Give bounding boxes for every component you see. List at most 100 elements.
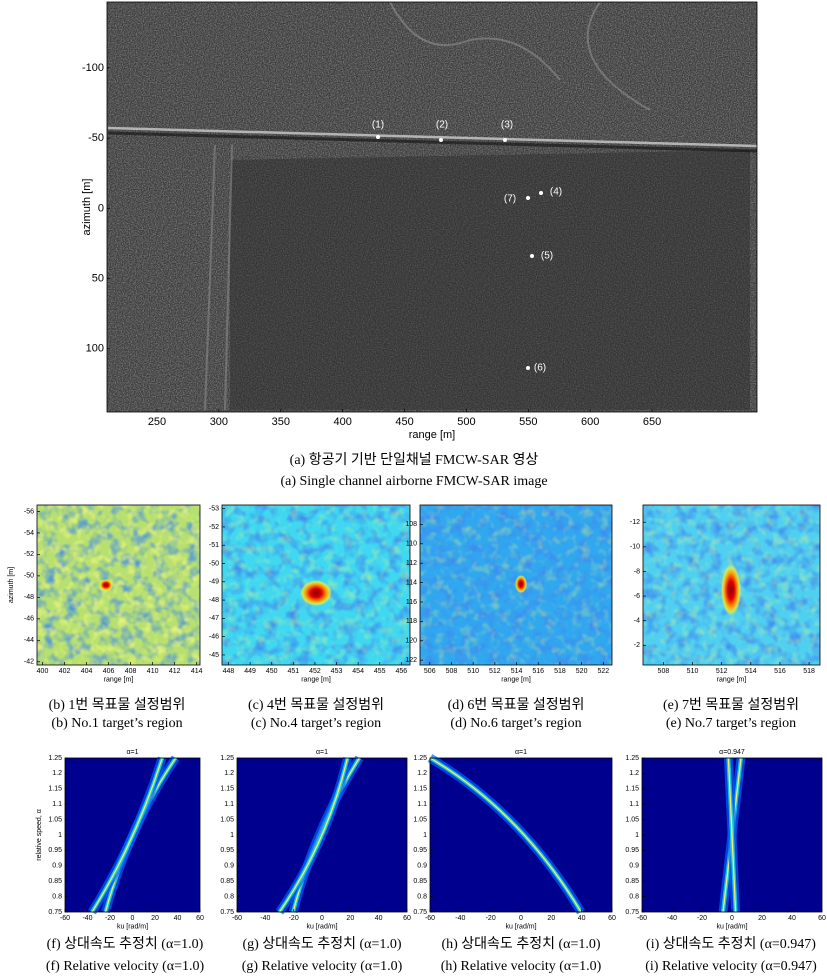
y-tick-label: -52 — [24, 551, 34, 558]
y-tick-label: 122 — [405, 657, 417, 664]
y-tick-label: 1.25 — [413, 755, 427, 762]
x-tick-label: 0 — [320, 915, 324, 922]
x-tick-label: 600 — [581, 416, 599, 428]
x-axis-label: range [m] — [409, 429, 455, 441]
plot-frame — [36, 504, 201, 666]
plot-title: α=1 — [316, 749, 328, 756]
x-tick-label: 60 — [818, 915, 826, 922]
y-tick-label: 114 — [406, 579, 417, 586]
x-tick-label: -20 — [105, 915, 115, 922]
y-tick-label: -49 — [209, 579, 219, 586]
y-tick-label: 1.1 — [224, 801, 234, 808]
y-tick-label: 1 — [58, 832, 62, 839]
x-tick-label: 60 — [403, 915, 411, 922]
x-tick-label: 512 — [716, 668, 728, 675]
x-tick-label: 500 — [457, 416, 475, 428]
caption-korean: (g) 상대속도 추정치 (α=1.0) — [242, 936, 401, 952]
caption-english: (h) Relative velocity (α=1.0) — [441, 959, 602, 974]
curve-core — [91, 757, 163, 913]
caption-korean: (h) 상대속도 추정치 (α=1.0) — [441, 936, 600, 952]
target-spot — [530, 254, 534, 258]
y-tick-label: 0.8 — [417, 893, 427, 900]
y-tick-label: 0.95 — [48, 847, 62, 854]
y-tick-label: 1.2 — [52, 770, 62, 777]
y-tick-label: 0.95 — [625, 847, 639, 854]
y-axis-label: relative speed, α — [36, 809, 43, 861]
ridge — [389, 1, 651, 111]
caption-korean: (d) 6번 목표물 설정범위 — [448, 697, 585, 713]
y-axis-label: azimuth [m] — [8, 567, 15, 603]
caption-english: (c) No.4 target’s region — [251, 716, 381, 731]
x-tick-label: 514 — [511, 668, 523, 675]
y-tick-label: 0.85 — [48, 878, 62, 885]
y-tick-label: 0.8 — [629, 893, 639, 900]
x-tick-label: 402 — [59, 668, 71, 675]
caption-english: (g) Relative velocity (α=1.0) — [242, 959, 403, 974]
x-tick-label: 250 — [148, 416, 166, 428]
x-tick-label: 454 — [352, 668, 364, 675]
plot-frame — [642, 504, 821, 666]
x-axis-label: range [m] — [104, 677, 134, 684]
target-label: (7) — [504, 194, 516, 205]
y-tick-label: 1.25 — [220, 755, 234, 762]
y-axis-label: azimuth [m] — [81, 179, 93, 236]
y-tick-label: 0.9 — [417, 863, 427, 870]
x-tick-label: 408 — [125, 668, 137, 675]
x-axis-label: ku [rad/m] — [505, 924, 536, 931]
y-tick-label: 0.9 — [224, 863, 234, 870]
x-tick-label: -60 — [637, 915, 647, 922]
y-tick-label: -6 — [634, 593, 640, 600]
y-tick-label: 108 — [405, 521, 417, 528]
x-axis-label: ku [rad/m] — [716, 924, 747, 931]
y-tick-label: -50 — [24, 573, 34, 580]
curve-core — [429, 757, 582, 913]
y-tick-label: 1.15 — [625, 786, 639, 793]
y-tick-label: 1.15 — [220, 786, 234, 793]
y-tick-label: 1.25 — [625, 755, 639, 762]
caption-korean: (c) 4번 목표물 설정범위 — [248, 697, 384, 713]
y-tick-label: 50 — [92, 273, 104, 285]
y-tick-label: 1.2 — [224, 770, 234, 777]
road — [107, 126, 758, 148]
x-tick-label: 300 — [210, 416, 228, 428]
x-tick-label: 510 — [687, 668, 699, 675]
target-spot — [439, 138, 443, 142]
curves — [427, 754, 585, 915]
y-tick-label: -42 — [24, 659, 34, 666]
caption-english: (i) Relative velocity (α=0.947) — [645, 959, 817, 974]
x-tick-label: 518 — [554, 668, 566, 675]
x-tick-label: 451 — [287, 668, 299, 675]
caption-english: (b) No.1 target’s region — [51, 716, 182, 731]
y-tick-label: 0.95 — [413, 847, 427, 854]
caption-korean: (f) 상대속도 추정치 (α=1.0) — [47, 936, 204, 952]
y-tick-label: 0.85 — [625, 878, 639, 885]
x-tick-label: 20 — [346, 915, 354, 922]
plot-frame — [106, 1, 758, 413]
x-tick-label: 20 — [547, 915, 555, 922]
caption-korean: (i) 상대속도 추정치 (α=0.947) — [646, 936, 816, 952]
target-peak — [99, 579, 113, 591]
target-label: (2) — [436, 120, 448, 131]
y-tick-label: 1.1 — [629, 801, 639, 808]
road-shadow — [107, 131, 758, 153]
y-tick-label: -50 — [88, 132, 104, 144]
curves — [718, 757, 746, 913]
x-tick-label: -60 — [232, 915, 242, 922]
curve-core — [727, 757, 737, 913]
x-tick-label: 506 — [424, 668, 436, 675]
x-tick-label: -40 — [82, 915, 92, 922]
x-axis-label: range [m] — [501, 677, 531, 684]
x-tick-label: 508 — [658, 668, 670, 675]
x-tick-label: -60 — [60, 915, 70, 922]
y-tick-label: 1.15 — [413, 786, 427, 793]
target-peak — [721, 564, 741, 616]
y-tick-label: -56 — [24, 508, 34, 515]
x-tick-label: 514 — [745, 668, 757, 675]
y-tick-label: -54 — [24, 530, 34, 537]
x-tick-label: 60 — [608, 915, 616, 922]
y-tick-label: 120 — [405, 638, 417, 645]
target-label: (6) — [534, 363, 546, 374]
x-tick-label: 0 — [730, 915, 734, 922]
y-tick-label: -44 — [24, 637, 34, 644]
